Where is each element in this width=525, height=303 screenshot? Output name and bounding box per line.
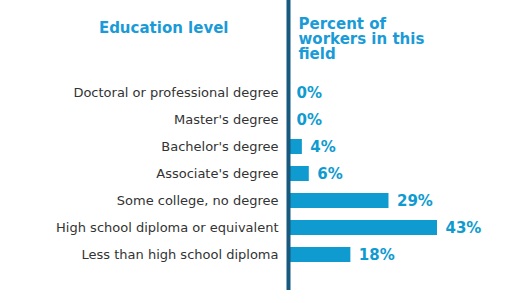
svg-text:29%: 29%	[397, 192, 433, 210]
svg-text:High school diploma or equival: High school diploma or equivalent	[56, 220, 278, 235]
svg-text:6%: 6%	[317, 165, 342, 183]
svg-text:Less than high school diploma: Less than high school diploma	[82, 247, 279, 262]
svg-text:0%: 0%	[297, 84, 322, 102]
svg-text:Some college, no degree: Some college, no degree	[117, 193, 279, 208]
svg-text:Percent ofworkers in thisfield: Percent ofworkers in thisfield	[299, 15, 425, 63]
svg-text:4%: 4%	[310, 138, 335, 156]
svg-text:Master's degree: Master's degree	[174, 112, 278, 127]
svg-text:0%: 0%	[297, 111, 322, 129]
svg-text:43%: 43%	[446, 219, 482, 237]
svg-text:18%: 18%	[359, 246, 395, 264]
svg-text:Bachelor's degree: Bachelor's degree	[161, 139, 278, 154]
svg-text:Doctoral or professional degre: Doctoral or professional degree	[73, 85, 278, 100]
svg-text:Education level: Education level	[99, 19, 229, 37]
svg-text:Associate's degree: Associate's degree	[156, 166, 278, 181]
